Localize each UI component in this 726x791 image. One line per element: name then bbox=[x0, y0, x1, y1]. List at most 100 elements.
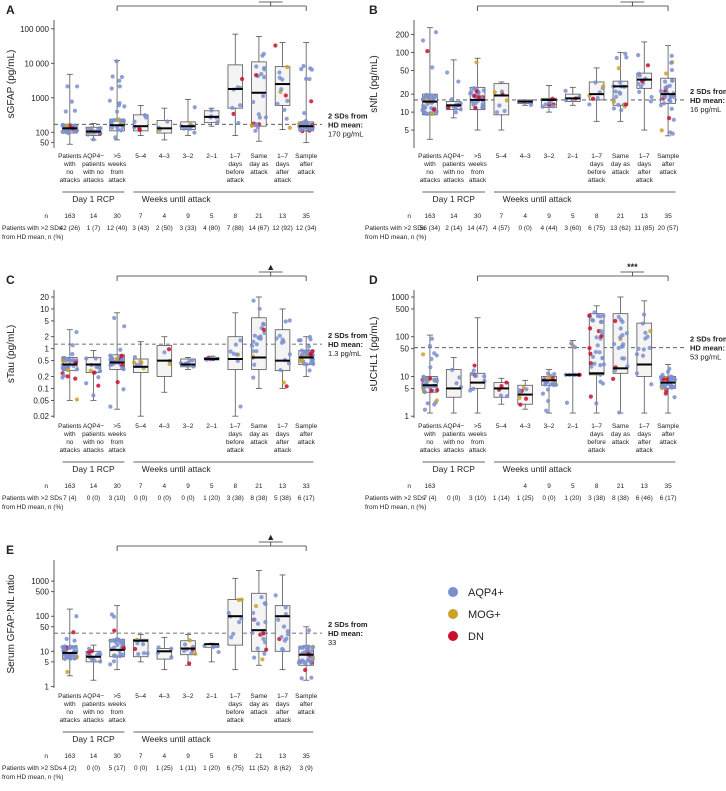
above-value: 3 (10) bbox=[109, 495, 126, 502]
above-value: 1 (20) bbox=[203, 495, 220, 502]
category-label: no bbox=[66, 169, 74, 176]
data-point bbox=[231, 111, 236, 116]
box-6: 2–1 bbox=[202, 642, 221, 700]
data-point bbox=[108, 662, 113, 667]
data-point bbox=[422, 105, 428, 110]
data-point bbox=[115, 642, 120, 648]
data-point bbox=[263, 115, 268, 120]
data-point bbox=[193, 651, 198, 656]
data-point bbox=[620, 356, 625, 361]
n-value: 30 bbox=[474, 213, 482, 220]
y-tick-label: 0.5 bbox=[38, 357, 50, 366]
data-point bbox=[425, 49, 430, 54]
legend-label-aqp4: AQP4+ bbox=[468, 587, 504, 599]
data-point bbox=[228, 349, 233, 354]
data-point bbox=[552, 371, 557, 377]
y-tick-label: 0.05 bbox=[33, 396, 49, 405]
data-point bbox=[261, 636, 266, 641]
data-point bbox=[135, 641, 140, 646]
box-5: 3–2 bbox=[540, 369, 559, 430]
data-point bbox=[273, 43, 278, 48]
data-point bbox=[156, 645, 161, 650]
category-label: after bbox=[662, 161, 676, 168]
threshold-value: 53 pg/mL bbox=[690, 353, 721, 362]
category-label: Patients bbox=[58, 153, 82, 160]
data-point bbox=[281, 380, 286, 385]
data-point bbox=[254, 73, 259, 78]
category-label: attacks bbox=[83, 447, 104, 454]
data-point bbox=[70, 343, 75, 348]
y-axis-label: sUCHL1 (pg/mL) bbox=[369, 316, 380, 391]
category-label: with bbox=[63, 431, 76, 438]
data-point bbox=[528, 102, 534, 107]
data-point bbox=[282, 107, 287, 112]
data-point bbox=[253, 128, 258, 133]
data-point bbox=[472, 86, 477, 91]
data-point bbox=[138, 362, 143, 367]
data-point bbox=[65, 84, 70, 89]
data-point bbox=[132, 360, 137, 365]
category-label: patients bbox=[82, 431, 106, 438]
data-point bbox=[255, 621, 261, 626]
category-label: with no bbox=[82, 439, 104, 446]
data-point bbox=[252, 362, 257, 367]
data-point bbox=[141, 651, 147, 656]
group-label-weeks: Weeks until attack bbox=[142, 464, 212, 474]
threshold-caption: 2 SDs from bbox=[328, 331, 368, 340]
data-point bbox=[94, 364, 99, 369]
category-label: 3–2 bbox=[183, 153, 194, 160]
data-point bbox=[469, 371, 475, 376]
data-point bbox=[296, 660, 301, 665]
category-label: attack bbox=[227, 177, 245, 184]
data-point bbox=[306, 344, 312, 349]
data-point bbox=[119, 74, 125, 80]
data-point bbox=[302, 644, 307, 649]
data-point bbox=[468, 388, 473, 393]
category-label: 3–2 bbox=[544, 153, 555, 160]
significance-marker: ▲ bbox=[266, 532, 275, 542]
data-point bbox=[420, 97, 425, 102]
data-point bbox=[261, 322, 266, 327]
data-point bbox=[169, 655, 174, 660]
data-point bbox=[67, 654, 72, 659]
data-point bbox=[616, 345, 621, 351]
data-point bbox=[70, 352, 75, 357]
category-label: attack bbox=[274, 447, 292, 454]
y-tick-label: 10 bbox=[40, 305, 49, 314]
above-value: 12 (34) bbox=[296, 225, 317, 232]
above-value: 12 (40) bbox=[107, 225, 128, 232]
data-point bbox=[238, 404, 243, 409]
box-4: 4–3 bbox=[517, 379, 533, 430]
category-label: no bbox=[426, 169, 434, 176]
above-row-label: Patients with >2 SDs bbox=[365, 225, 426, 232]
category-label: days bbox=[228, 161, 242, 168]
data-point bbox=[309, 675, 314, 680]
data-point bbox=[279, 340, 285, 345]
data-point bbox=[601, 313, 606, 318]
y-tick-label: 200 bbox=[396, 30, 410, 39]
data-point bbox=[446, 105, 451, 110]
data-point bbox=[64, 636, 69, 641]
data-point bbox=[471, 368, 476, 373]
n-value: 4 bbox=[163, 753, 167, 760]
data-point bbox=[74, 367, 80, 372]
y-tick-label: 500 bbox=[36, 588, 50, 597]
data-point bbox=[672, 395, 677, 400]
data-point bbox=[504, 393, 510, 399]
category-label: >5 bbox=[113, 423, 121, 430]
n-value: 9 bbox=[186, 213, 190, 220]
data-point bbox=[236, 120, 241, 126]
n-value: 33 bbox=[303, 483, 311, 490]
panel-letter: E bbox=[6, 543, 14, 557]
y-tick-label: 20 bbox=[400, 90, 409, 99]
category-label: after bbox=[300, 431, 314, 438]
data-point bbox=[471, 386, 476, 391]
data-point bbox=[305, 646, 310, 652]
n-value: 4 bbox=[523, 483, 527, 490]
data-point bbox=[91, 393, 96, 398]
data-point bbox=[572, 345, 578, 350]
data-point bbox=[255, 646, 260, 651]
data-point bbox=[259, 71, 264, 77]
